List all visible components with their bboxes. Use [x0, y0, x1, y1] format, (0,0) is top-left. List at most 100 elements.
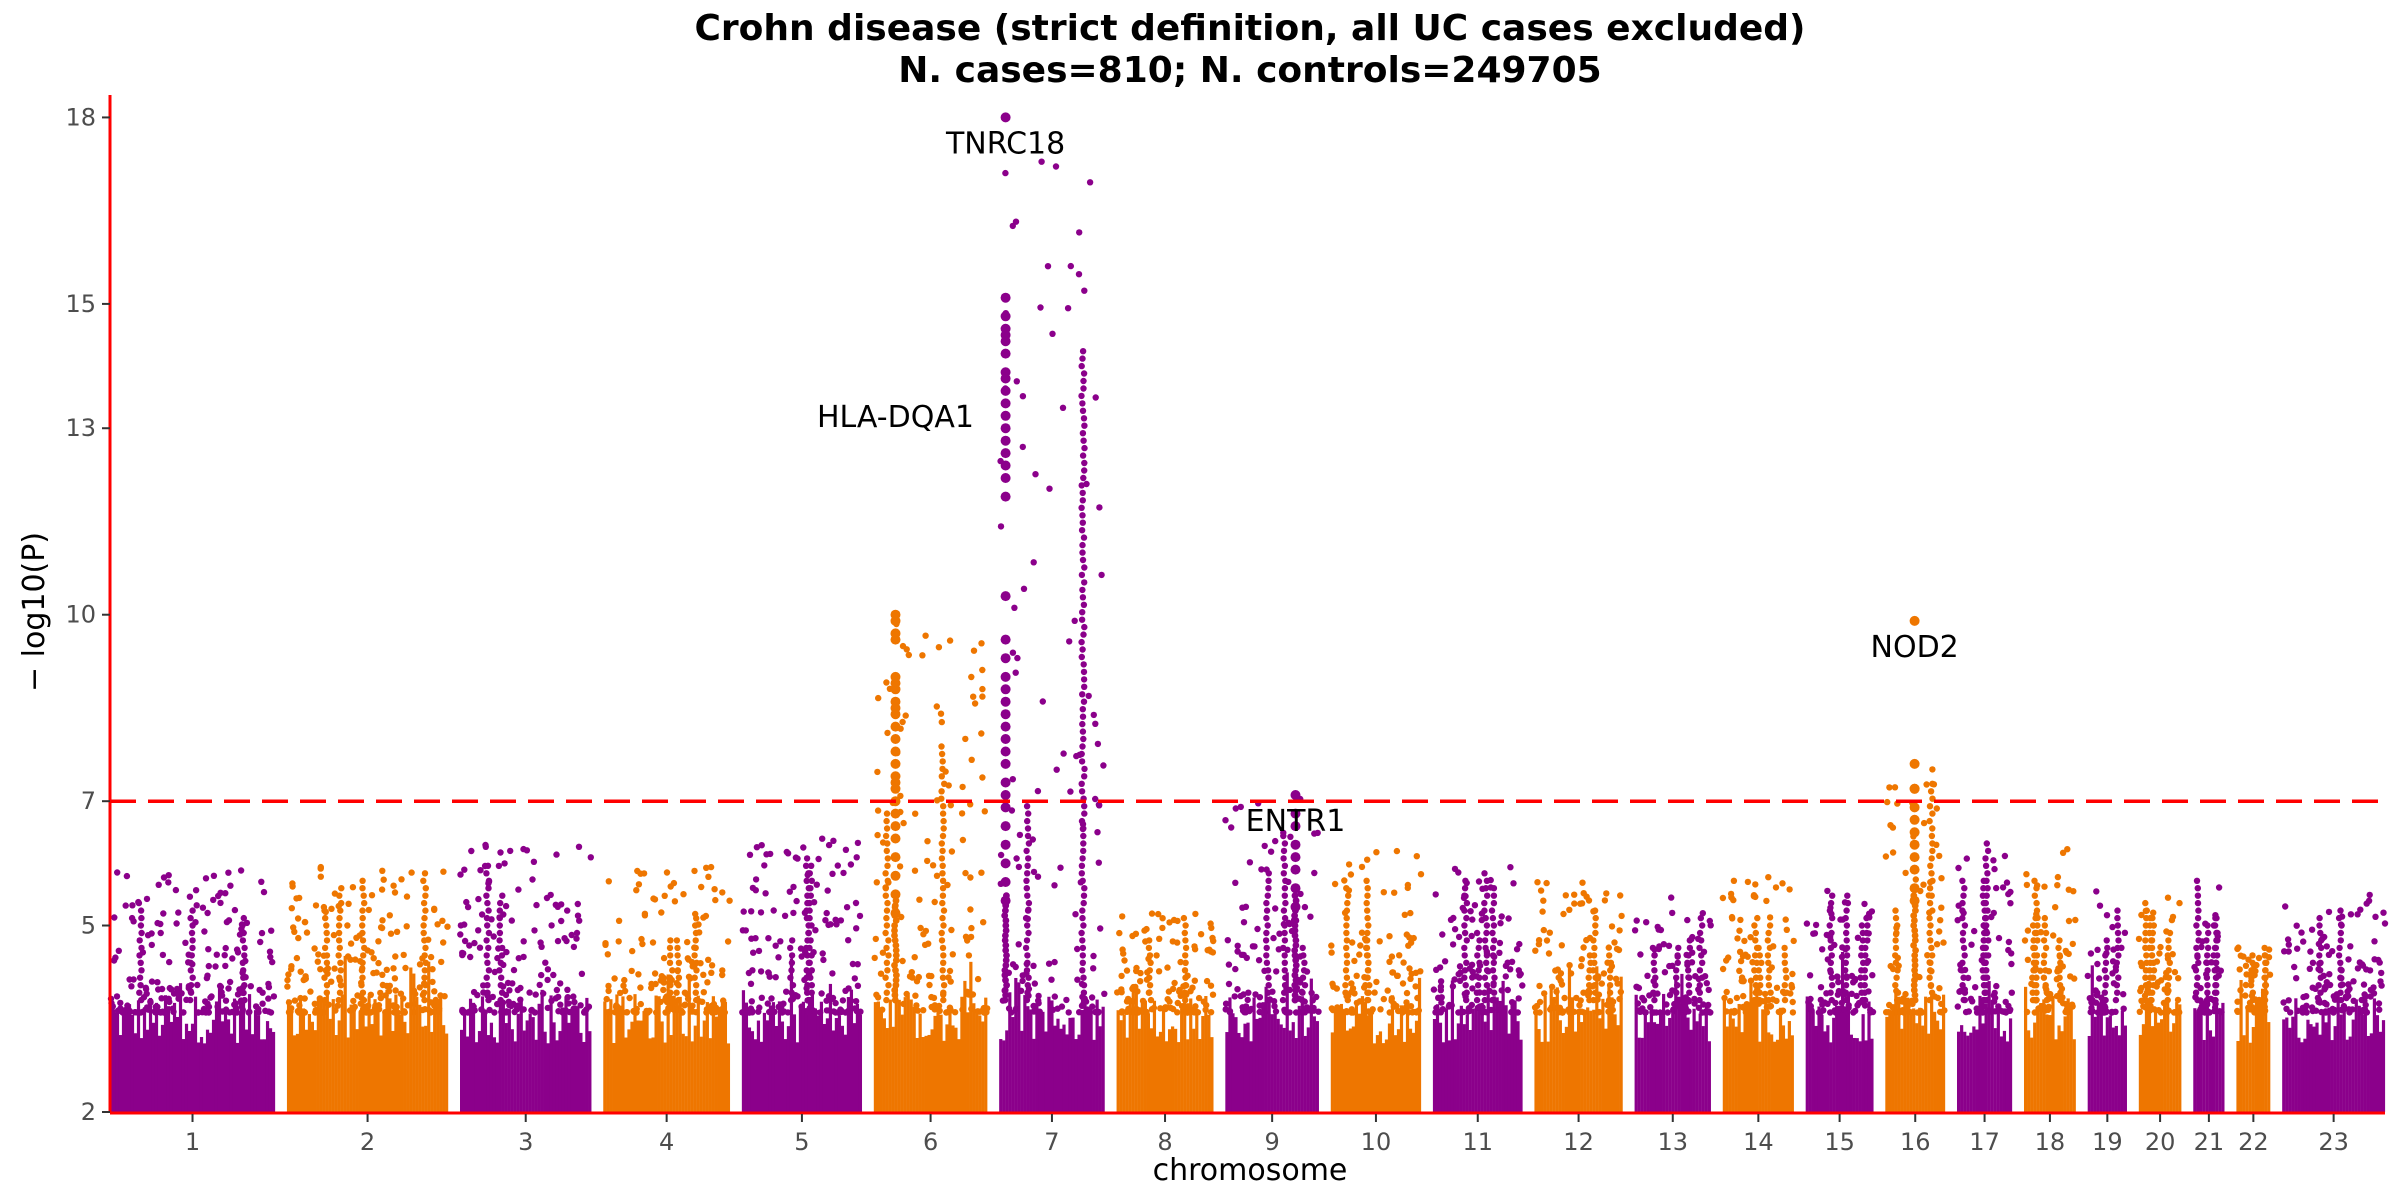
chromosome-points-14: [1719, 874, 1797, 1112]
peak-point: [1909, 783, 1920, 794]
peak-point: [1909, 839, 1920, 850]
x-tick-label: 12: [1563, 1128, 1594, 1156]
peak-point: [890, 783, 901, 794]
chromosome-points-21: [2191, 877, 2225, 1112]
peak-point: [1000, 460, 1011, 471]
peak-point: [1000, 473, 1011, 483]
peak-point: [1909, 895, 1920, 906]
chart-subtitle: N. cases=810; N. controls=249705: [898, 50, 1601, 91]
x-tick-label: 6: [923, 1128, 938, 1156]
chromosome-points-23: [2280, 891, 2389, 1112]
axes: [108, 95, 2385, 1115]
peak-chr6: [890, 609, 901, 1004]
x-tick-label: 1: [185, 1128, 200, 1156]
peak-chr7: [1000, 112, 1011, 1004]
x-tick-label: 20: [2145, 1128, 2176, 1156]
peak-point: [1000, 336, 1011, 347]
peak-point: [1290, 864, 1301, 875]
peak-point: [1000, 634, 1011, 645]
peak-point: [890, 684, 901, 695]
x-tick-label: 21: [2194, 1128, 2225, 1156]
peak-chr16: [1909, 615, 1920, 1004]
chromosome-points-4: [602, 863, 733, 1112]
peak-point: [1290, 821, 1301, 832]
peak-point: [1000, 491, 1011, 502]
y-tick-label: 18: [65, 103, 96, 131]
gene-label-tnrc18: TNRC18: [945, 126, 1065, 161]
x-tick-label: 22: [2238, 1128, 2269, 1156]
chromosome-points-7: [997, 158, 1108, 1112]
peak-point: [890, 709, 901, 720]
peak-point: [1000, 802, 1011, 813]
chromosome-points-5: [739, 835, 864, 1112]
chart-title: Crohn disease (strict definition, all UC…: [694, 8, 1805, 49]
x-tick-label: 18: [2035, 1128, 2066, 1156]
peak-point: [1000, 591, 1011, 602]
chromosome-points-20: [2135, 894, 2183, 1112]
x-tick-label: 8: [1157, 1128, 1172, 1156]
peak-point: [1000, 653, 1011, 664]
x-tick-label: 2: [360, 1128, 375, 1156]
peak-point: [1000, 777, 1011, 788]
peak-point: [1000, 895, 1011, 906]
x-tick-label: 23: [2318, 1128, 2349, 1156]
peak-chr9: [1290, 790, 1301, 1004]
y-tick-label: 7: [81, 787, 96, 815]
peak-point: [1000, 734, 1011, 744]
x-tick-label: 9: [1265, 1128, 1280, 1156]
gene-label-hla-dqa1: HLA-DQA1: [817, 400, 974, 435]
data-points: [107, 112, 2389, 1112]
peak-point: [1290, 808, 1301, 819]
peak-point: [1290, 883, 1301, 894]
x-tick-label: 14: [1743, 1128, 1774, 1156]
peak-point: [890, 852, 901, 863]
peak-point: [1000, 373, 1011, 384]
peak-point: [1000, 385, 1011, 396]
chromosome-points-18: [2021, 846, 2079, 1112]
peak-point: [1000, 348, 1011, 359]
chromosome-points-1: [107, 867, 278, 1112]
x-axis-title: chromosome: [1153, 1153, 1348, 1188]
y-tick-label: 13: [65, 414, 96, 442]
peak-point: [890, 833, 901, 844]
peak-point: [1000, 696, 1011, 707]
x-tick-label: 5: [794, 1128, 809, 1156]
peak-point: [890, 721, 901, 732]
peak-point: [1000, 821, 1011, 832]
chromosome-points-17: [1954, 840, 2016, 1112]
peak-point: [1000, 839, 1011, 850]
gene-label-nod2: NOD2: [1871, 630, 1959, 665]
x-tick-label: 10: [1361, 1128, 1392, 1156]
chromosome-points-6: [871, 620, 991, 1112]
chromosome-points-15: [1803, 887, 1877, 1112]
peak-point: [1000, 790, 1011, 800]
chromosome-points-22: [2234, 944, 2274, 1112]
x-axis-ticks: 1 2 3 4 5 6 7 8 9 10 11 12 13 14 15 16 17 18 19 20 21 22 23: [185, 1114, 2349, 1156]
peak-point: [1000, 423, 1011, 434]
peak-point: [1000, 746, 1011, 757]
peak-point: [1000, 877, 1011, 887]
peak-point: [1000, 292, 1011, 303]
chromosome-points-3: [457, 841, 594, 1112]
chromosome-points-8: [1114, 910, 1217, 1112]
peak-point: [1909, 852, 1920, 863]
x-tick-label: 19: [2092, 1128, 2123, 1156]
peak-point: [890, 634, 901, 645]
peak-point: [1290, 839, 1301, 850]
peak-point: [1909, 758, 1920, 769]
peak-point: [1909, 864, 1920, 875]
peak-point: [890, 746, 901, 757]
peak-point: [1000, 448, 1011, 459]
peak-point: [890, 615, 901, 626]
chromosome-points-10: [1328, 847, 1425, 1112]
chromosome-points-12: [1531, 879, 1625, 1112]
y-tick-label: 2: [81, 1098, 96, 1126]
y-axis-ticks: 2 5 7 10 13 15 18: [65, 103, 110, 1126]
chromosome-points-9: [1222, 795, 1322, 1112]
chromosome-points-2: [284, 863, 451, 1112]
y-tick-label: 5: [81, 912, 96, 940]
peak-point: [890, 808, 901, 819]
x-tick-label: 15: [1824, 1128, 1855, 1156]
x-tick-label: 13: [1657, 1128, 1688, 1156]
peak-point: [1000, 112, 1011, 123]
